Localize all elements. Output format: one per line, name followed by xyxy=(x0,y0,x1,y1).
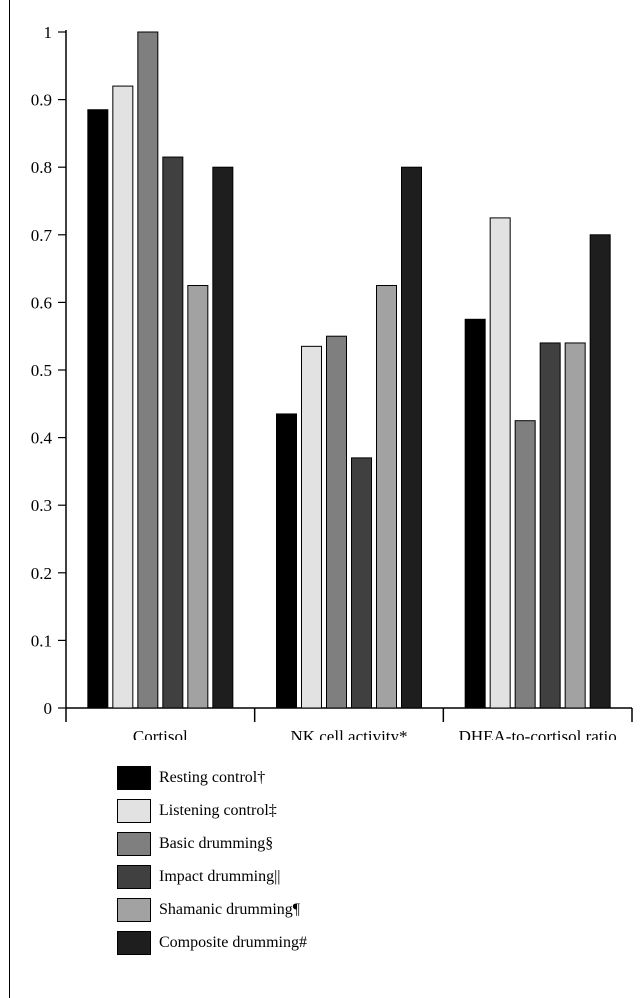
bar xyxy=(401,166,422,709)
bar xyxy=(564,342,586,709)
bar xyxy=(326,335,347,709)
bar xyxy=(187,285,209,709)
x-category-label: DHEA-to-cortisol ratio xyxy=(459,727,617,740)
bar xyxy=(87,109,109,709)
bar xyxy=(276,413,297,709)
legend-label: Basic drumming§ xyxy=(159,835,274,852)
y-tick-label: 0.9 xyxy=(31,91,52,110)
y-tick-label: 0.8 xyxy=(31,158,52,177)
bar xyxy=(489,217,511,709)
bar xyxy=(137,31,159,709)
bar xyxy=(589,234,611,709)
y-tick-label: 0.5 xyxy=(31,361,52,380)
legend-swatch xyxy=(117,799,151,823)
y-tick-label: 0.7 xyxy=(31,226,53,245)
bar xyxy=(464,318,486,709)
bar xyxy=(514,420,536,709)
legend-item: Basic drumming§ xyxy=(117,832,517,858)
y-tick-label: 0.3 xyxy=(31,496,52,515)
bar xyxy=(301,345,322,709)
bar xyxy=(351,457,372,709)
y-tick-label: 0 xyxy=(44,699,53,718)
legend-item: Resting control† xyxy=(117,766,517,792)
legend-item: Impact drumming|| xyxy=(117,865,517,891)
y-tick-label: 1 xyxy=(44,23,53,42)
x-category-label: NK cell activity* xyxy=(290,727,407,740)
y-tick-label: 0.4 xyxy=(31,429,53,448)
legend-swatch xyxy=(117,766,151,790)
y-tick-label: 0.1 xyxy=(31,631,52,650)
y-tick-label: 0.2 xyxy=(31,564,52,583)
bar xyxy=(212,166,234,709)
legend-swatch xyxy=(117,898,151,922)
bar-chart: 0 0.1 0.2 0.3 0.4 0.5 0.6 0.7 0.8 0.9 1 Cortisol NK … xyxy=(31,23,633,740)
bar xyxy=(112,85,134,709)
x-category-label: Cortisol xyxy=(133,727,188,740)
y-tick-label: 0.6 xyxy=(31,293,52,312)
legend-label: Listening control‡ xyxy=(159,802,277,819)
legend-item: Shamanic drumming¶ xyxy=(117,898,517,924)
bar xyxy=(539,342,561,709)
legend-label: Shamanic drumming¶ xyxy=(159,901,301,918)
legend-swatch xyxy=(117,931,151,955)
frame-left-border xyxy=(9,0,10,998)
bar xyxy=(162,156,184,709)
legend-label: Impact drumming|| xyxy=(159,868,281,885)
legend-item: Listening control‡ xyxy=(117,799,517,825)
legend-item: Composite drumming# xyxy=(117,931,517,957)
legend-label: Resting control† xyxy=(159,769,266,786)
legend-swatch xyxy=(117,865,151,889)
legend-swatch xyxy=(117,832,151,856)
bar xyxy=(376,285,397,709)
legend-label: Composite drumming# xyxy=(159,934,307,951)
